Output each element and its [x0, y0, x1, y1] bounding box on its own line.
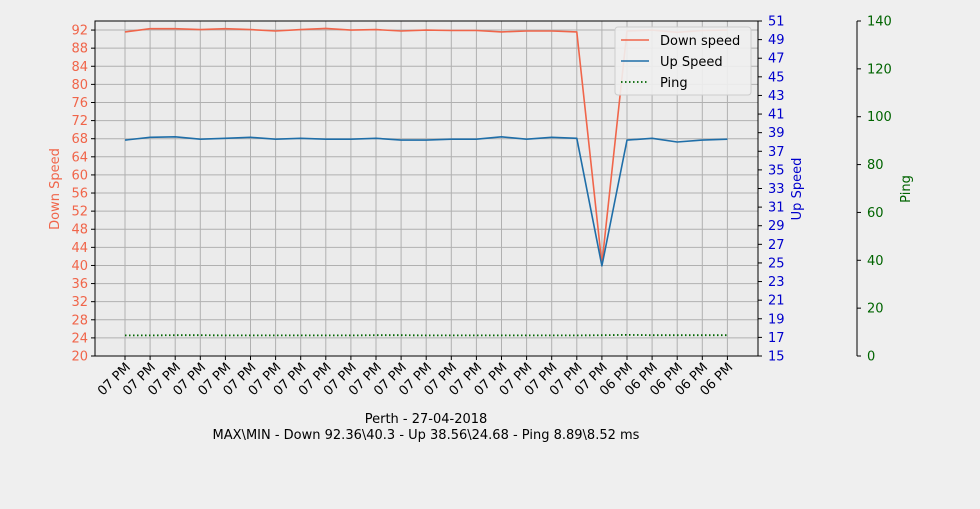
left-tick-label: 44 — [71, 241, 88, 256]
left-tick-label: 72 — [71, 114, 88, 129]
series-line-up-speed — [124, 136, 728, 267]
right-ping-tick-label: 140 — [867, 15, 892, 30]
left-tick-label: 20 — [71, 350, 88, 365]
left-tick-label: 84 — [71, 60, 88, 75]
series-line-ping — [125, 333, 728, 337]
right-ping-tick-label: 20 — [867, 302, 884, 317]
right-ping-tick-label: 0 — [867, 350, 875, 365]
left-tick-label: 80 — [71, 78, 88, 93]
left-axis-label: Down Speed — [48, 148, 63, 230]
left-tick-label: 28 — [71, 313, 88, 328]
legend-label-up: Up Speed — [660, 55, 723, 70]
left-tick-label: 64 — [71, 150, 88, 165]
right-up-tick-label: 33 — [768, 182, 785, 197]
right-up-tick-label: 51 — [768, 15, 785, 30]
left-tick-label: 68 — [71, 132, 88, 147]
right-ping-tick-label: 80 — [867, 158, 884, 173]
x-label-line-2: MAX\MIN - Down 92.36\40.3 - Up 38.56\24.… — [213, 428, 640, 443]
right-up-tick-label: 39 — [768, 126, 785, 141]
left-tick-label: 56 — [71, 187, 88, 202]
right-ping-tick-label: 60 — [867, 206, 884, 221]
right-up-tick-label: 45 — [768, 70, 785, 85]
right-up-tick-label: 27 — [768, 238, 785, 253]
grid-lines — [95, 21, 758, 357]
right-up-tick-label: 17 — [768, 331, 785, 346]
right-axis-ping-label: Ping — [899, 175, 914, 203]
right-up-tick-label: 19 — [768, 312, 785, 327]
left-tick-label: 52 — [71, 205, 88, 220]
right-axis-up: 15 17 19 21 23 25 27 29 31 33 35 37 39 41 43 45 47 49 51 — [758, 15, 785, 365]
left-tick-label: 76 — [71, 96, 88, 111]
left-tick-label: 36 — [71, 277, 88, 292]
left-tick-label: 24 — [71, 331, 88, 346]
left-tick-label: 40 — [71, 259, 88, 274]
left-tick-label: 32 — [71, 295, 88, 310]
legend-box — [614, 26, 752, 96]
left-axis: 20 24 28 32 36 40 44 48 52 56 60 64 68 72 76 80 84 88 92 — [71, 24, 95, 365]
right-up-tick-label: 15 — [768, 350, 785, 365]
right-up-tick-label: 43 — [768, 89, 785, 104]
left-tick-label: 88 — [71, 42, 88, 57]
right-axis-ping: 0 20 40 60 80 100 120 140 — [856, 15, 892, 365]
right-up-tick-label: 41 — [768, 108, 785, 123]
left-tick-label: 92 — [71, 24, 88, 39]
right-up-tick-label: 25 — [768, 256, 785, 271]
right-ping-tick-label: 100 — [867, 110, 892, 125]
right-up-tick-label: 31 — [768, 201, 785, 216]
left-tick-label: 48 — [71, 223, 88, 238]
legend: Down speed Up Speed Ping — [614, 26, 752, 96]
right-up-tick-label: 47 — [768, 52, 785, 67]
right-up-tick-label: 21 — [768, 294, 785, 309]
right-axis-up-label: Up Speed — [790, 158, 805, 221]
legend-label-ping: Ping — [660, 76, 688, 91]
right-up-tick-label: 35 — [768, 163, 785, 178]
right-up-tick-label: 37 — [768, 145, 785, 160]
right-up-tick-label: 49 — [768, 33, 785, 48]
x-label-line-1: Perth - 27-04-2018 — [365, 412, 488, 427]
right-up-tick-label: 29 — [768, 219, 785, 234]
right-ping-tick-label: 40 — [867, 254, 884, 269]
right-up-tick-label: 23 — [768, 275, 785, 290]
left-tick-label: 60 — [71, 168, 88, 183]
legend-label-down: Down speed — [660, 34, 740, 49]
right-ping-tick-label: 120 — [867, 62, 892, 77]
